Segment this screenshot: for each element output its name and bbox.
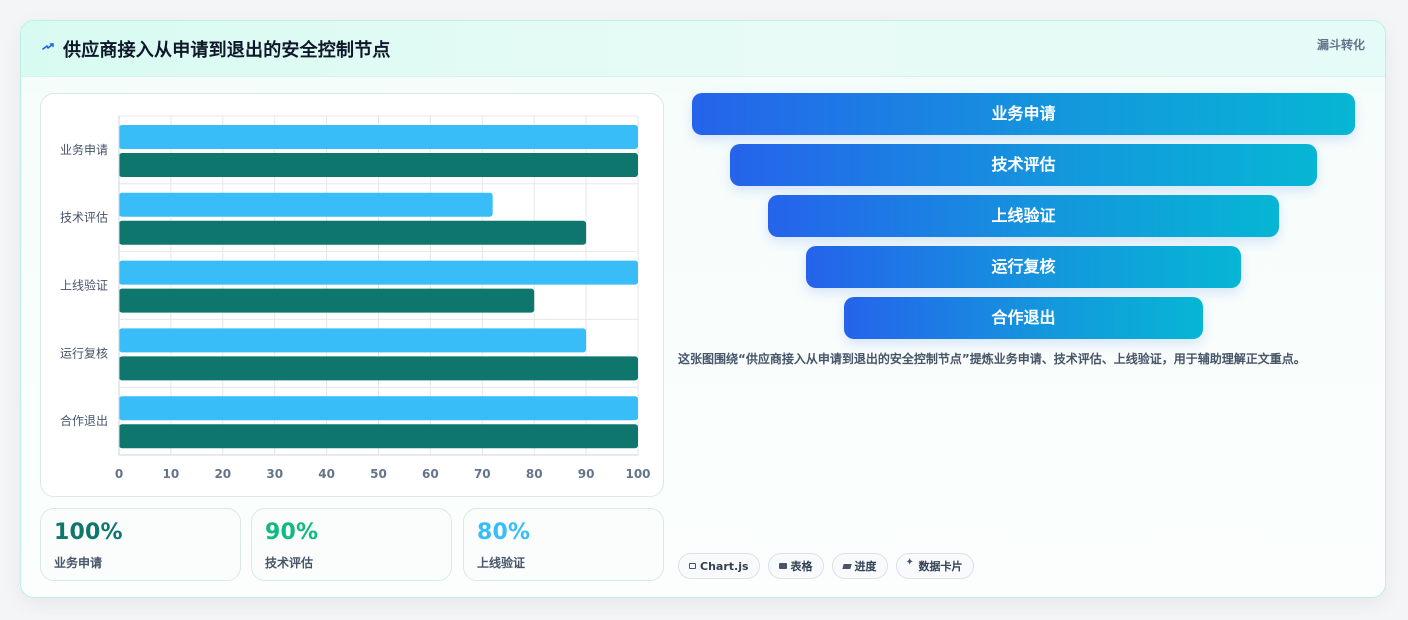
chart-icon	[689, 563, 696, 569]
tag-data-card: 数据卡片	[895, 553, 974, 579]
x-tick-label: 70	[474, 467, 491, 481]
y-category-label: 合作退出	[60, 413, 108, 428]
metric-value: 100%	[54, 520, 123, 545]
metric-card-launch-validation: 80% 上线验证	[463, 508, 664, 581]
bar-chart: 0 10 20 30 40 50 60 70 80 90 100 业务申请技术评估上线验证运行复核合作…	[60, 115, 651, 481]
progress-icon	[841, 563, 852, 569]
metric-label: 业务申请	[54, 556, 103, 570]
x-tick-label: 30	[266, 467, 283, 481]
x-tick-label: 100	[625, 467, 650, 481]
x-tick-label: 0	[115, 467, 123, 481]
bar-mark	[119, 192, 493, 217]
conversion-funnel: 业务申请 技术评估 上线验证 运行复核 合作退出	[692, 93, 1356, 343]
bar-mark	[119, 220, 587, 245]
table-icon	[778, 563, 787, 569]
metric-label: 上线验证	[477, 556, 526, 570]
y-category-label: 上线验证	[60, 278, 108, 293]
x-tick-label: 80	[526, 467, 543, 481]
x-tick-label: 60	[422, 467, 439, 481]
bar-chart-panel: 0 10 20 30 40 50 60 70 80 90 100 业务申请技术评估上线验证运行复核合作…	[40, 93, 664, 497]
bar-mark	[119, 153, 638, 177]
tag-table: 表格	[767, 553, 824, 579]
star-icon	[906, 557, 915, 570]
metric-value: 90%	[265, 520, 319, 545]
tag-label: 进度	[854, 560, 877, 573]
bar-mark	[119, 260, 638, 285]
chart-type-label: 漏斗转化	[1316, 38, 1365, 52]
tag-chartjs: Chart.js	[678, 553, 760, 579]
tag-progress: 进度	[831, 553, 888, 579]
spark-icon	[42, 43, 54, 50]
bar-mark	[119, 125, 638, 149]
content-card: 供应商接入从申请到退出的安全控制节点 漏斗转化 0 10 20 30 40 50 60 70 8…	[20, 20, 1386, 598]
x-tick-label: 50	[370, 467, 387, 481]
bar-mark	[119, 356, 638, 381]
metric-card-business-application: 100% 业务申请	[40, 508, 241, 581]
bar-mark	[119, 288, 535, 313]
tag-label: Chart.js	[700, 559, 749, 573]
technology-tags: Chart.js 表格 进度 数据卡片	[678, 553, 974, 581]
bar-mark	[119, 424, 638, 449]
funnel-step-business-application: 业务申请	[692, 93, 1355, 135]
x-tick-label: 90	[578, 467, 595, 481]
tag-label: 数据卡片	[918, 560, 963, 573]
chart-description: 这张图围绕“供应商接入从申请到退出的安全控制节点”提炼业务申请、技术评估、上线验…	[678, 352, 1306, 366]
bar-mark	[119, 328, 587, 353]
page-title: 供应商接入从申请到退出的安全控制节点	[63, 40, 391, 61]
funnel-step-technical-evaluation: 技术评估	[730, 144, 1317, 186]
metric-card-technical-evaluation: 90% 技术评估	[251, 508, 452, 581]
metric-label: 技术评估	[265, 556, 314, 570]
y-category-label: 运行复核	[60, 346, 108, 360]
chart-bars	[119, 125, 638, 449]
x-tick-label: 20	[214, 467, 231, 481]
bar-mark	[119, 396, 638, 421]
funnel-step-launch-validation: 上线验证	[768, 195, 1279, 237]
funnel-step-operation-review: 运行复核	[806, 246, 1241, 288]
funnel-step-cooperation-exit: 合作退出	[844, 297, 1203, 339]
x-tick-label: 10	[163, 467, 180, 481]
card-header: 供应商接入从申请到退出的安全控制节点 漏斗转化	[21, 21, 1385, 77]
metric-value: 80%	[477, 520, 531, 545]
tag-label: 表格	[790, 560, 813, 573]
chart-axes: 0 10 20 30 40 50 60 70 80 90 100 业务申请技术评估上线验证运行复核合作…	[60, 116, 651, 481]
y-category-label: 技术评估	[60, 211, 108, 225]
y-category-label: 业务申请	[60, 142, 108, 157]
x-tick-label: 40	[318, 467, 335, 481]
